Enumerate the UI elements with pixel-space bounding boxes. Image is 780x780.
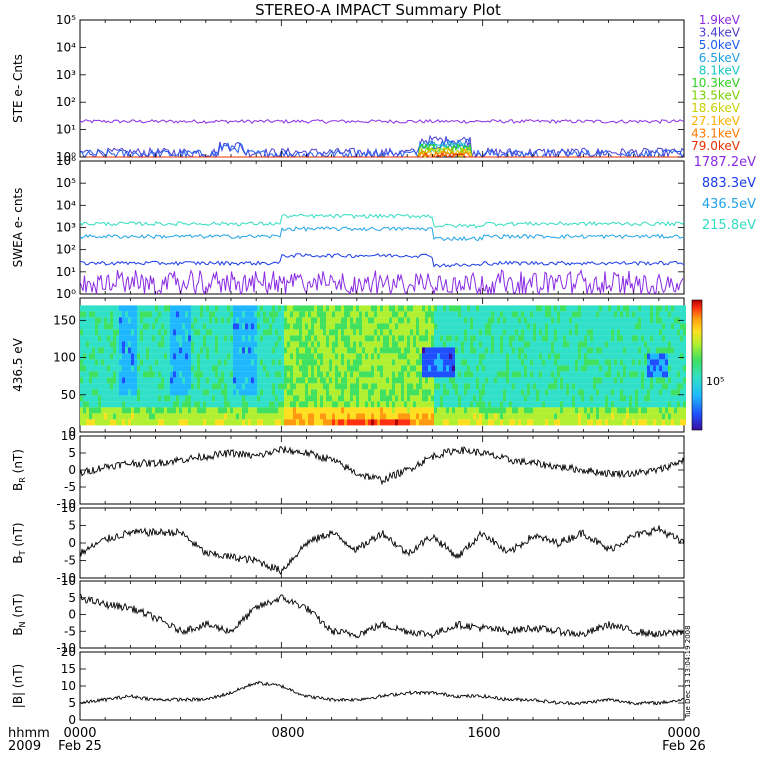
field-line-bn (79, 593, 685, 640)
field-line-br (79, 445, 685, 486)
ste-series-line (79, 134, 685, 159)
magnetic-field-traces (79, 445, 685, 706)
panel-frame-ste (79, 19, 685, 158)
y-axis-label-ste: STE e- Cnts (11, 54, 25, 123)
swea-legend-entry: 883.3eV (702, 176, 756, 191)
x-row2-label: 2009 (8, 739, 41, 754)
ste-legend-entry: 6.5keV (699, 51, 741, 65)
y-tick-label-br: 0 (68, 463, 76, 477)
ste-panel-traces (79, 118, 685, 159)
y-tick-label-ste: 10⁵ (56, 13, 76, 27)
swea-series-line (79, 268, 684, 296)
axes-and-ticks: 10⁰ 10¹ 10² 10³ 10⁴ 10⁵ STE e- Cnts 10⁰ 10¹ 10² 10… (11, 13, 685, 727)
y-axis-label-bmag: |B| (nT) (11, 664, 25, 708)
y-axis-label-swea: SWEA e- cnts (11, 188, 25, 268)
y-tick-label-swea: 10⁰ (56, 287, 76, 301)
y-axis-label-bn: BN (nT) (11, 593, 27, 635)
swea-series-line (79, 213, 685, 229)
swea-legend-entry: 215.8eV (702, 218, 756, 233)
x-tick-3-hhmm: 0000 (667, 726, 700, 741)
y-tick-label-pad: 100 (53, 351, 76, 365)
y-tick-label-pad: 50 (61, 388, 76, 402)
y-tick-label-bt: 10 (61, 501, 76, 515)
y-tick-label-pad: 150 (53, 313, 76, 327)
x-tick-3-date: Feb 26 (662, 739, 706, 754)
colorbar (691, 299, 703, 431)
swea-legend: 1787.2eV 883.3eV 436.5eV 215.8eV (694, 155, 756, 233)
y-axis-label-bt: BT (nT) (11, 522, 27, 563)
y-tick-label-pad: 0 (68, 425, 76, 439)
field-line-bmag (79, 680, 685, 706)
y-tick-label-bn: 5 (68, 591, 76, 605)
y-tick-label-swea: 10⁵ (56, 176, 76, 190)
y-tick-label-br: 10 (61, 429, 76, 443)
y-tick-label-bmag: 15 (61, 662, 76, 676)
ste-series-line (79, 138, 685, 159)
y-tick-label-bn: -10 (56, 641, 76, 655)
x-tick-2-hhmm: 1600 (467, 726, 500, 741)
ste-legend-entry: 10.3keV (691, 76, 741, 90)
ste-legend-entry: 1.9keV (699, 13, 741, 27)
ste-legend: 1.9keV3.4keV5.0keV6.5keV8.1keV10.3keV13.… (691, 13, 741, 153)
y-tick-label-br: -5 (64, 480, 76, 494)
plot-title: STEREO-A IMPACT Summary Plot (255, 1, 501, 19)
y-tick-label-bmag: 5 (68, 696, 76, 710)
y-tick-label-ste: 10³ (56, 68, 76, 82)
y-tick-label-swea: 10⁶ (56, 154, 76, 168)
ste-legend-entry: 43.1keV (691, 126, 741, 140)
y-tick-label-ste: 10² (56, 95, 76, 109)
x-tick-1-hhmm: 0800 (271, 726, 304, 741)
ste-legend-entry: 13.5keV (691, 89, 741, 103)
y-axis-label-br: BR (nT) (11, 449, 27, 491)
x-tick-0-hhmm: 0000 (63, 726, 96, 741)
generation-stamp: Tue Dec 13 13:04:19 2008 (684, 625, 692, 719)
y-tick-label-bt: 0 (68, 536, 76, 550)
swea-legend-entry: 1787.2eV (694, 155, 756, 170)
y-tick-label-swea: 10¹ (56, 265, 76, 279)
y-tick-label-swea: 10⁴ (56, 198, 76, 212)
y-tick-label-bt: -5 (64, 554, 76, 568)
panel-frame-bmag (79, 651, 685, 721)
y-tick-label-bmag: 10 (61, 679, 76, 693)
swea-series-line (79, 253, 685, 268)
pitch-angle-heatmap (80, 305, 686, 426)
panel-frame-swea (79, 160, 685, 295)
swea-legend-entry: 436.5eV (702, 197, 756, 212)
ste-legend-entry: 3.4keV (699, 26, 741, 40)
y-tick-label-bn: 0 (68, 608, 76, 622)
y-tick-label-bt: -10 (56, 571, 76, 585)
panel-frame-bn (79, 580, 685, 649)
y-tick-label-bn: 10 (61, 574, 76, 588)
field-line-bt (79, 525, 685, 576)
y-tick-label-bn: -5 (64, 624, 76, 638)
ste-series-line (79, 118, 685, 125)
y-tick-label-bt: 5 (68, 519, 76, 533)
ste-legend-entry: 18.6keV (691, 101, 741, 115)
ste-legend-entry: 8.1keV (699, 63, 741, 77)
y-tick-label-swea: 10³ (56, 221, 76, 235)
y-tick-label-bmag: 20 (61, 645, 76, 659)
ste-legend-entry: 79.0keV (691, 139, 741, 153)
y-tick-label-swea: 10² (56, 243, 76, 257)
y-tick-label-ste: 10⁰ (56, 150, 76, 164)
swea-series-line (79, 226, 685, 242)
y-tick-label-ste: 10⁴ (56, 40, 76, 54)
panel-frame-bt (79, 507, 685, 579)
ste-legend-entry: 5.0keV (699, 38, 741, 52)
swea-panel-traces (79, 213, 685, 296)
ste-legend-entry: 27.1keV (691, 114, 741, 128)
y-tick-label-ste: 10¹ (56, 123, 76, 137)
x-row1-label: hhmm (8, 726, 50, 741)
y-axis-label-pad: 436.5 eV (11, 337, 25, 392)
y-tick-label-bmag: 0 (68, 713, 76, 727)
colorbar-label: 10⁵ (706, 375, 724, 388)
y-tick-label-br: 5 (68, 446, 76, 460)
x-tick-0-date: Feb 25 (58, 739, 102, 754)
y-tick-label-br: -10 (56, 497, 76, 511)
